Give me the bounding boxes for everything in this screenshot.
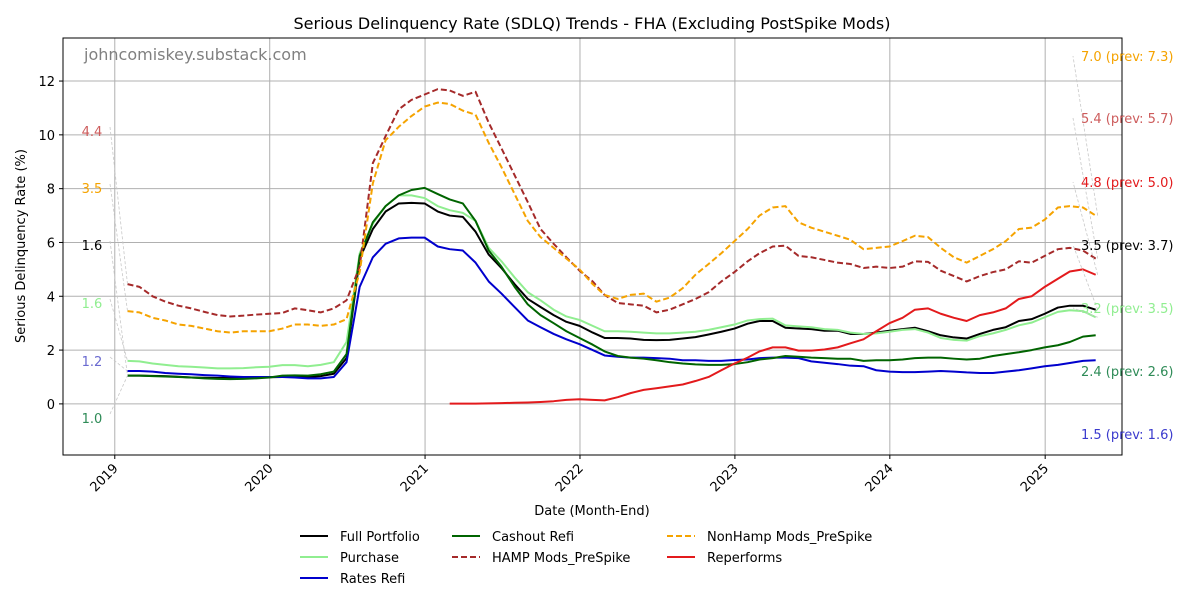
x-tick-label: 2020 [243,461,277,495]
series-line-cashout-refi [127,186,1096,381]
left-annotation-label: 4.4 [82,125,103,140]
series-line-reperforms [449,268,1097,405]
x-tick-label: 2021 [398,461,432,495]
x-tick-label: 2019 [88,461,122,495]
annotations: 4.4 3.5 1.6 1.6 1.2 1.0 7.0 (prev: 7.3) 5.4 (pr… [82,50,1173,443]
x-tick-label: 2023 [708,461,742,495]
y-tick-label: 2 [47,344,55,359]
legend-label-full-portfolio: Full Portfolio [340,530,420,545]
right-annotation-label: 3.2 (prev: 3.5) [1081,302,1173,317]
right-annotation-label: 3.5 (prev: 3.7) [1081,239,1173,254]
y-tick-label: 4 [47,290,55,305]
watermark: johncomiskey.substack.com [83,45,307,64]
right-annotation-label: 4.8 (prev: 5.0) [1081,176,1173,191]
x-tick-label: 2025 [1018,461,1052,495]
legend: Full Portfolio Purchase Rates Refi Cashout … [300,530,872,587]
axis-ticks: 0 2 4 6 8 10 12 2019 2020 2021 2022 2023 2024 2025 [38,75,1052,495]
legend-label-reperforms: Reperforms [707,551,782,566]
legend-label-purchase: Purchase [340,551,399,566]
right-annotation-connector [1072,55,1099,216]
x-tick-label: 2024 [863,461,897,495]
left-annotation-connector [109,183,128,312]
x-tick-label: 2022 [553,461,587,495]
right-annotation-connector [1072,117,1099,259]
right-annotation-label: 2.4 (prev: 2.6) [1081,365,1173,380]
right-annotation-label: 7.0 (prev: 7.3) [1081,50,1173,65]
left-annotation-connector [109,356,128,372]
left-annotation-label: 1.0 [82,412,103,427]
plot-area [62,37,1123,456]
series-line-purchase [127,194,1097,370]
legend-label-hamp-mods-prespike: HAMP Mods_PreSpike [492,551,630,566]
left-annotation-connector [109,298,128,361]
legend-label-nonhamp-mods-prespike: NonHamp Mods_PreSpike [707,530,872,545]
right-annotation-connector [1072,244,1099,310]
left-annotation-connector [109,126,128,285]
left-annotation-label: 1.2 [82,355,103,370]
left-annotation-connector [109,240,128,376]
legend-label-rates-refi: Rates Refi [340,572,405,587]
left-annotation-label: 1.6 [82,239,103,254]
right-annotation-label: 1.5 (prev: 1.6) [1081,428,1173,443]
legend-label-cashout-refi: Cashout Refi [492,530,574,545]
left-annotation-label: 3.5 [82,182,103,197]
series-group [127,88,1097,405]
left-annotation-connector [109,375,128,415]
y-tick-label: 12 [38,75,55,90]
right-annotation-label: 5.4 (prev: 5.7) [1081,112,1173,127]
series-line-rates-refi [127,236,1096,380]
x-axis-title: Date (Month-End) [534,504,650,519]
y-tick-label: 6 [47,236,55,251]
y-tick-label: 8 [47,183,55,198]
series-line-full-portfolio [127,201,1096,380]
right-annotation-connector [1072,307,1098,318]
chart-title: Serious Delinquency Rate (SDLQ) Trends -… [294,14,891,33]
right-annotation-connector [1072,181,1099,275]
y-tick-label: 0 [47,398,55,413]
series-line-hamp-mods-prespike [127,88,1097,318]
y-tick-label: 10 [38,129,55,144]
y-axis-title: Serious Delinquency Rate (%) [14,149,29,343]
grid [63,38,1122,455]
series-line-nonhamp-mods-prespike [127,101,1097,334]
left-annotation-label: 1.6 [82,297,103,312]
